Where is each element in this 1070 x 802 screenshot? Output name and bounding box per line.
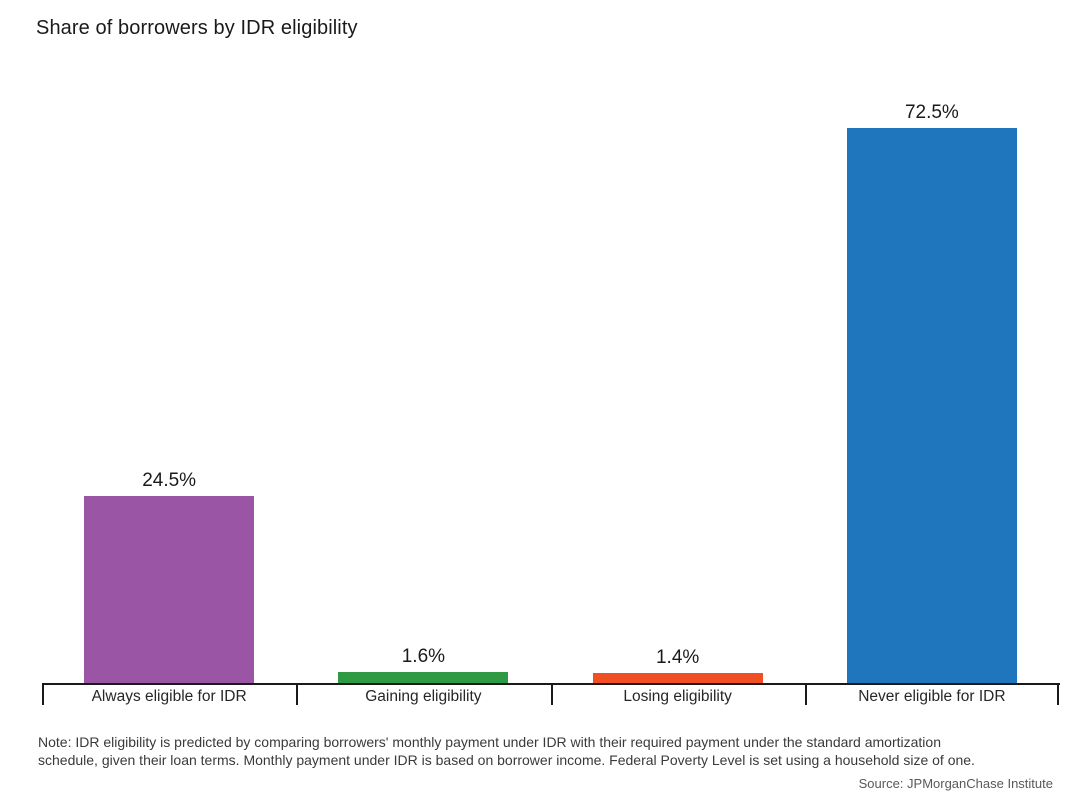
x-axis-tick-1 [42, 683, 44, 705]
chart-title: Share of borrowers by IDR eligibility [36, 17, 358, 39]
x-axis-tick-3 [550, 683, 553, 705]
bar-column-1: 24.5% [42, 100, 296, 684]
chart-note: Note: IDR eligibility is predicted by co… [38, 734, 975, 769]
bar-chart-plot-area: 24.5% 1.6% 1.4% 72.5% [42, 100, 1059, 684]
chart-source: Source: JPMorganChase Institute [858, 776, 1053, 791]
bar-2 [338, 671, 509, 684]
chart-note-line-1: Note: IDR eligibility is predicted by co… [38, 734, 941, 750]
x-axis-tick-4 [804, 683, 807, 705]
bar-column-3: 1.4% [551, 100, 805, 684]
value-label-2: 1.6% [401, 645, 446, 667]
category-label-4: Never eligible for IDR [858, 688, 1006, 705]
bar-column-4: 72.5% [805, 100, 1059, 684]
category-label-2: Gaining eligibility [365, 688, 482, 705]
value-label-3: 1.4% [655, 647, 700, 669]
bar-column-2: 1.6% [296, 100, 550, 684]
category-label-3: Losing eligibility [623, 688, 732, 705]
bar-4 [846, 128, 1017, 684]
x-axis-tick-5 [1057, 683, 1059, 705]
chart-note-line-2: schedule, given their loan terms. Monthl… [38, 751, 975, 768]
category-label-1: Always eligible for IDR [91, 688, 247, 705]
value-label-4: 72.5% [904, 102, 959, 123]
bar-1 [84, 496, 255, 684]
bar-3 [592, 673, 763, 684]
value-label-1: 24.5% [142, 470, 197, 492]
x-axis-tick-2 [296, 683, 299, 705]
